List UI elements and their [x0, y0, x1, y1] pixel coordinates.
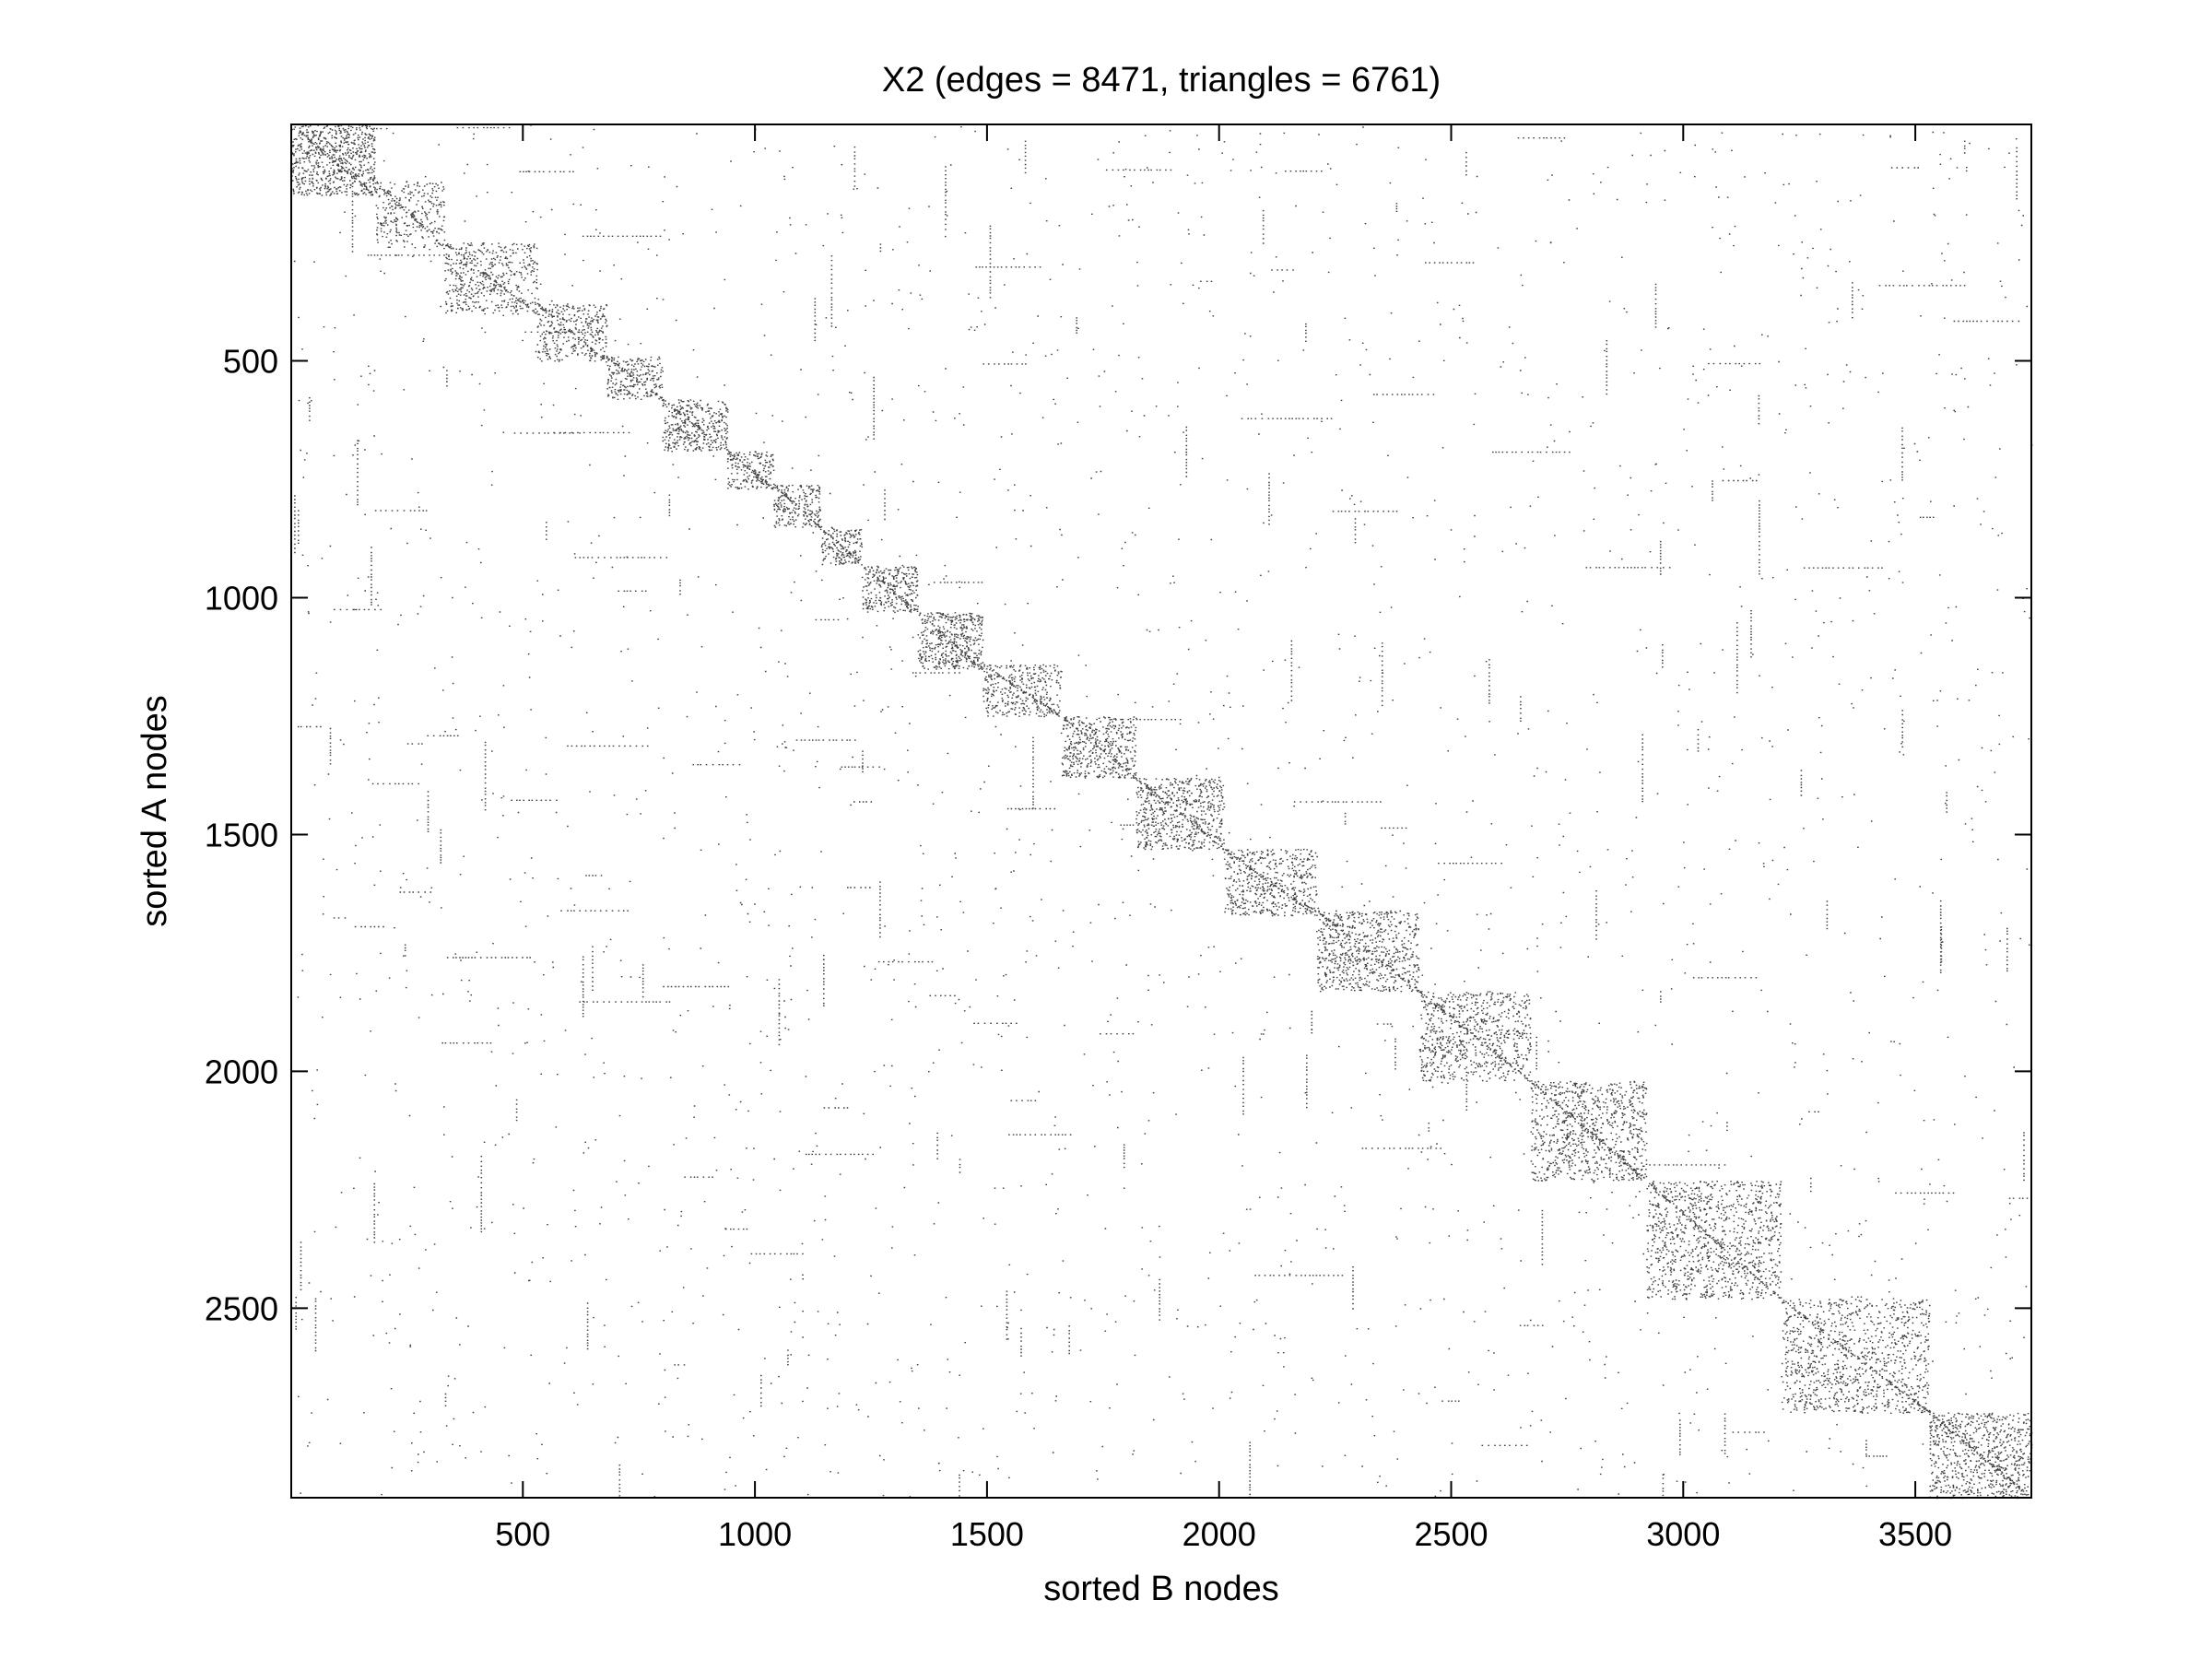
adjacency-points-path — [291, 124, 2033, 1500]
y-tick-label: 500 — [223, 342, 278, 380]
x-tick-label: 500 — [495, 1515, 550, 1553]
y-tick-label: 2000 — [205, 1053, 278, 1090]
x-tick-label: 1000 — [718, 1515, 792, 1553]
adjacency-points — [291, 124, 2033, 1500]
y-axis-ticks: 500 1000 1500 2000 2500 — [205, 342, 2031, 1327]
y-tick-label: 2500 — [205, 1289, 278, 1327]
axes-frame — [290, 124, 2032, 1499]
x-axis-ticks: 500 1000 1500 2000 2500 3000 3500 — [495, 124, 1952, 1553]
x-tick-label: 2500 — [1414, 1515, 1488, 1553]
y-tick-label: 1000 — [205, 579, 278, 617]
y-axis-title: sorted A nodes — [135, 695, 174, 926]
x-tick-label: 2000 — [1182, 1515, 1256, 1553]
x-tick-label: 3000 — [1646, 1515, 1720, 1553]
y-tick-label: 1500 — [205, 816, 278, 853]
chart-title: X2 (edges = 8471, triangles = 6761) — [882, 61, 1441, 100]
x-tick-label: 3500 — [1878, 1515, 1952, 1553]
x-tick-label: 1500 — [950, 1515, 1024, 1553]
x-axis-title: sorted B nodes — [1043, 1570, 1279, 1608]
